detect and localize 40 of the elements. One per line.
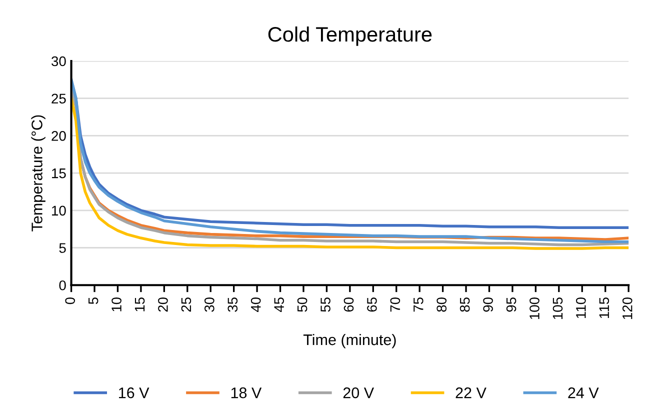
x-tick-label: 50 — [297, 297, 308, 312]
x-tick-label: 55 — [320, 297, 330, 312]
x-tick-label: 60 — [344, 297, 354, 312]
x-tick-label: 25 — [181, 297, 192, 312]
y-axis-title: Temperature (°C) — [31, 115, 46, 232]
x-tick-label: 45 — [274, 297, 284, 312]
x-tick-label: 120 — [622, 297, 632, 320]
y-tick-label: 25 — [52, 94, 66, 104]
x-tick-label: 20 — [158, 297, 168, 312]
legend-label: 22 V — [456, 387, 486, 398]
y-tick-label: 20 — [52, 131, 66, 141]
legend-label: 16 V — [119, 387, 150, 398]
x-tick-label: 100 — [530, 297, 540, 320]
x-tick-label: 30 — [204, 297, 214, 312]
legend-label: 20 V — [343, 387, 374, 398]
x-tick-label: 65 — [367, 297, 377, 312]
y-tick-label: 15 — [52, 168, 66, 178]
x-tick-label: 35 — [228, 297, 238, 312]
x-tick-label: 75 — [414, 297, 424, 312]
x-tick-label: 85 — [460, 297, 470, 312]
x-tick-label: 105 — [552, 297, 563, 320]
x-tick-label: 95 — [506, 297, 516, 312]
x-tick-label: 115 — [599, 297, 610, 318]
y-tick-label: 10 — [52, 206, 66, 216]
x-tick-label: 40 — [250, 297, 261, 312]
legend-label: 24 V — [568, 387, 599, 398]
y-tick-label: 0 — [59, 280, 66, 290]
x-axis-title: Time (minute) — [303, 334, 396, 348]
x-tick-label: 5 — [88, 297, 98, 304]
y-tick-label: 30 — [52, 56, 66, 66]
x-tick-label: 70 — [390, 297, 400, 312]
x-tick-label: 10 — [112, 297, 122, 312]
chart-title: Cold Temperature — [268, 26, 432, 46]
x-tick-label: 15 — [134, 297, 145, 312]
x-tick-label: 90 — [483, 297, 493, 312]
x-tick-label: 110 — [576, 297, 586, 318]
x-tick-label: 0 — [65, 297, 76, 304]
x-tick-label: 80 — [436, 297, 447, 312]
y-tick-label: 5 — [59, 243, 66, 253]
legend-label: 18 V — [231, 387, 262, 398]
